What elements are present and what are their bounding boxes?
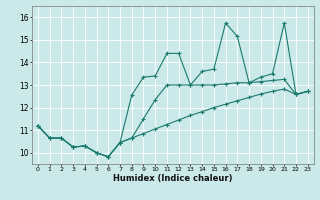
X-axis label: Humidex (Indice chaleur): Humidex (Indice chaleur) [113,174,233,183]
